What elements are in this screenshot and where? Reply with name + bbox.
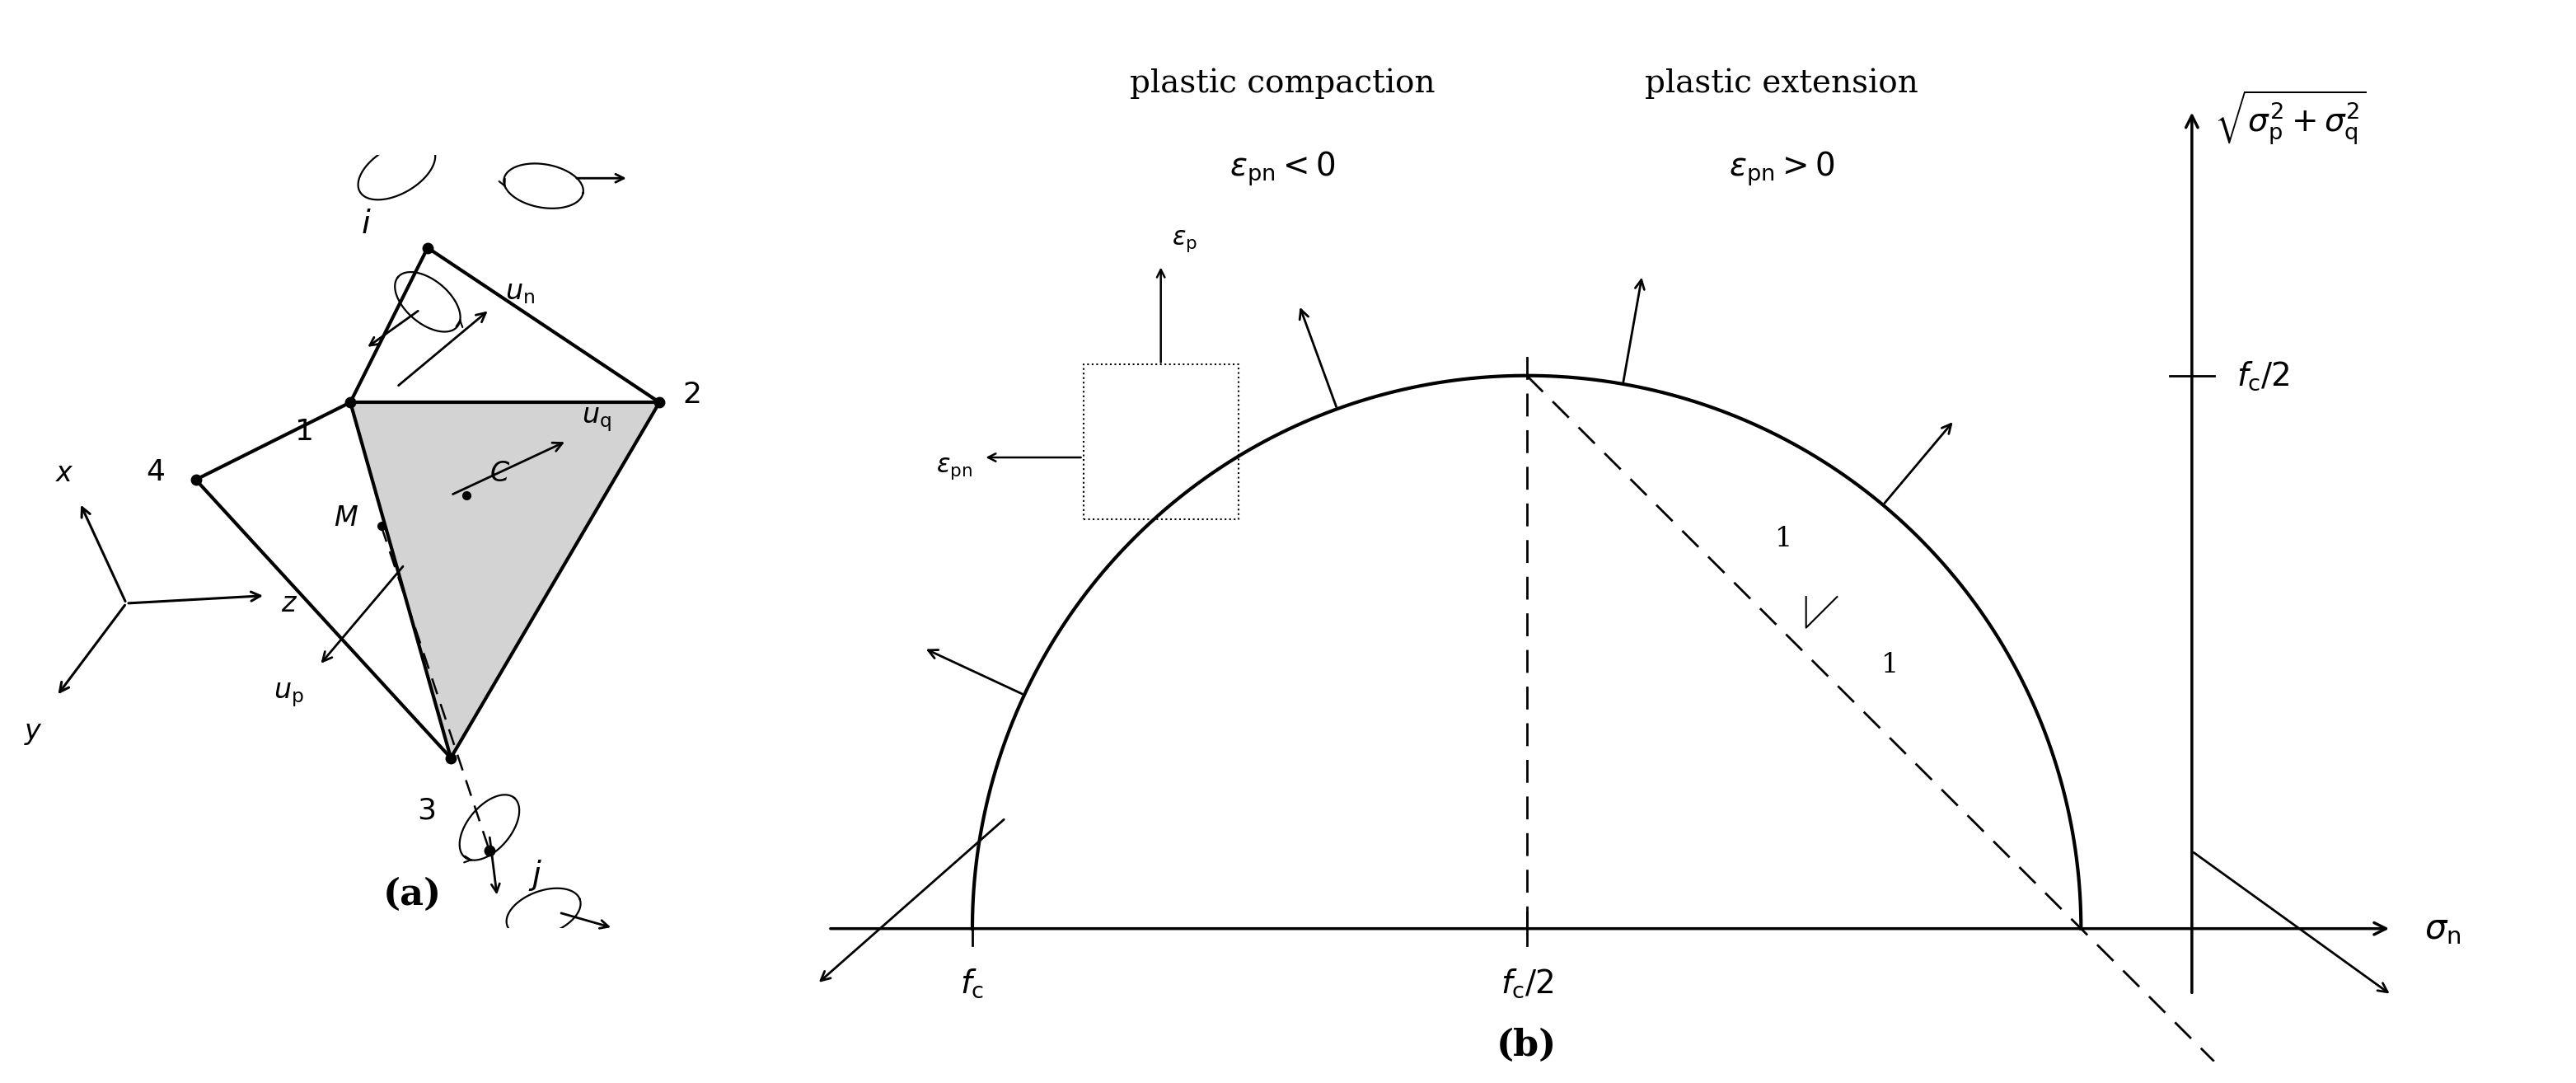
Text: 1: 1	[1880, 652, 1899, 678]
Text: $u_{\mathrm{n}}$: $u_{\mathrm{n}}$	[505, 278, 536, 305]
Text: $i$: $i$	[361, 209, 371, 240]
Text: $\varepsilon_{\mathrm{pn}}$: $\varepsilon_{\mathrm{pn}}$	[935, 456, 971, 481]
Text: (b): (b)	[1497, 1028, 1556, 1064]
Text: $\varepsilon_{\mathrm{pn}} > 0$: $\varepsilon_{\mathrm{pn}} > 0$	[1728, 149, 1834, 187]
Text: $C$: $C$	[489, 460, 510, 487]
Polygon shape	[350, 403, 659, 758]
Text: $\varepsilon_{\mathrm{p}}$: $\varepsilon_{\mathrm{p}}$	[1172, 229, 1198, 253]
Text: plastic compaction: plastic compaction	[1131, 68, 1435, 99]
Text: $y$: $y$	[23, 719, 44, 746]
Text: 1: 1	[1775, 526, 1793, 552]
Text: plastic extension: plastic extension	[1646, 68, 1919, 99]
Text: $\sigma_{\mathrm{n}}$: $\sigma_{\mathrm{n}}$	[2424, 911, 2460, 945]
Text: $u_{\mathrm{q}}$: $u_{\mathrm{q}}$	[582, 405, 611, 433]
Text: $M$: $M$	[332, 505, 358, 532]
Text: $1$: $1$	[294, 418, 312, 446]
Text: $f_{\mathrm{c}}/2$: $f_{\mathrm{c}}/2$	[1499, 967, 1553, 1000]
Text: $j$: $j$	[528, 859, 541, 893]
Text: (a): (a)	[384, 877, 440, 913]
Text: $f_{\mathrm{c}}/2$: $f_{\mathrm{c}}/2$	[2236, 360, 2290, 392]
Text: $f_{\mathrm{c}}$: $f_{\mathrm{c}}$	[961, 967, 984, 1000]
Text: $\sqrt{\sigma_{\mathrm{p}}^2+\sigma_{\mathrm{q}}^2}$: $\sqrt{\sigma_{\mathrm{p}}^2+\sigma_{\ma…	[2213, 88, 2367, 146]
Text: $z$: $z$	[281, 590, 296, 617]
Text: $u_{\mathrm{p}}$: $u_{\mathrm{p}}$	[273, 680, 304, 708]
Text: $2$: $2$	[683, 380, 701, 408]
Text: $3$: $3$	[417, 797, 435, 824]
Text: $\varepsilon_{\mathrm{pn}} < 0$: $\varepsilon_{\mathrm{pn}} < 0$	[1229, 149, 1337, 187]
Text: $x$: $x$	[54, 460, 75, 487]
Text: $4$: $4$	[147, 458, 165, 486]
